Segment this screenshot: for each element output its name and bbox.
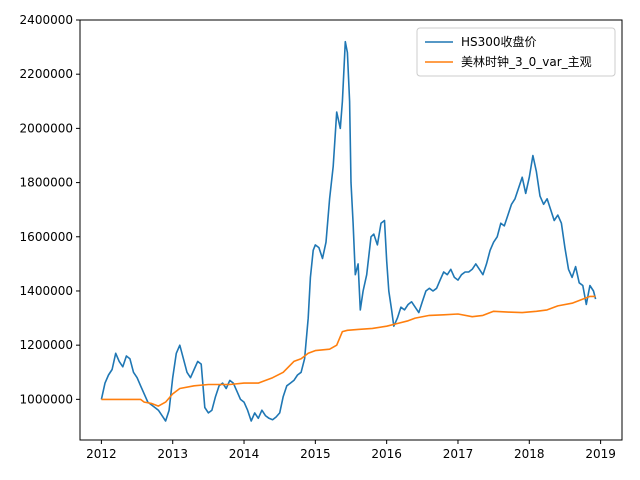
- x-tick-label: 2014: [229, 447, 260, 461]
- legend-label: HS300收盘价: [461, 34, 537, 49]
- y-axis: 1000000 1200000 1400000 1600000 1800000 20000…: [20, 13, 80, 406]
- legend-box: [416, 27, 616, 77]
- x-tick-label: 2012: [86, 447, 117, 461]
- x-tick-label: 2015: [300, 447, 331, 461]
- plot-lines: [100, 40, 597, 422]
- y-tick-label: 1800000: [20, 176, 73, 190]
- x-tick-label: 2016: [371, 447, 402, 461]
- x-tick-label: 2018: [514, 447, 545, 461]
- x-tick-label: 2013: [157, 447, 188, 461]
- y-tick-label: 1200000: [20, 338, 73, 352]
- series-line-1: [101, 295, 596, 407]
- y-tick-label: 2400000: [20, 13, 73, 27]
- x-axis: 2012 2013 2014 2015 2016 2017 2018 2019: [86, 440, 616, 461]
- y-tick-label: 1600000: [20, 230, 73, 244]
- legend-label: 美林时钟_3_0_var_主观: [461, 54, 592, 69]
- y-tick-label: 1000000: [20, 392, 73, 406]
- series-line-0: [100, 40, 597, 422]
- y-tick-label: 1400000: [20, 284, 73, 298]
- y-tick-label: 2200000: [20, 67, 73, 81]
- y-tick-label: 2000000: [20, 121, 73, 135]
- plot-frame: [79, 19, 623, 441]
- x-tick-label: 2017: [443, 447, 474, 461]
- x-tick-label: 2019: [585, 447, 616, 461]
